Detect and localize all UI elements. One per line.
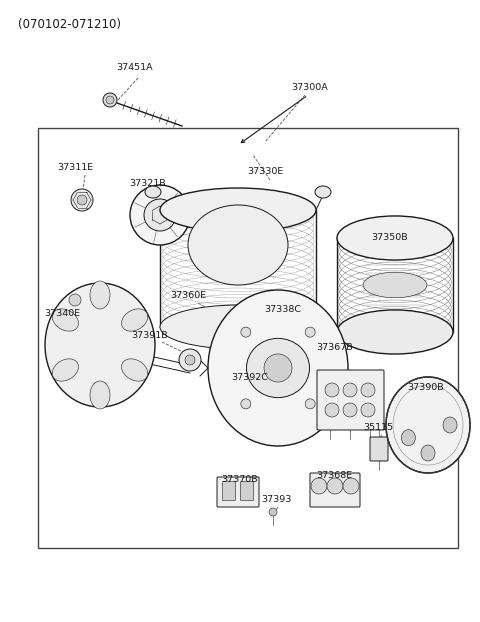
Text: 37368E: 37368E: [316, 471, 352, 481]
Circle shape: [71, 189, 93, 211]
Ellipse shape: [121, 309, 148, 331]
Text: 37392C: 37392C: [231, 373, 268, 383]
Text: 37340E: 37340E: [44, 309, 80, 317]
FancyBboxPatch shape: [240, 481, 253, 501]
Circle shape: [241, 399, 251, 409]
Ellipse shape: [160, 188, 316, 232]
Circle shape: [106, 96, 114, 104]
Circle shape: [325, 383, 339, 397]
Circle shape: [361, 383, 375, 397]
FancyBboxPatch shape: [317, 370, 384, 430]
Circle shape: [179, 349, 201, 371]
FancyBboxPatch shape: [310, 473, 360, 507]
Text: 37360E: 37360E: [170, 292, 206, 300]
Circle shape: [238, 375, 258, 395]
Circle shape: [269, 508, 277, 516]
FancyBboxPatch shape: [217, 477, 259, 507]
Ellipse shape: [52, 309, 78, 331]
Text: 37321B: 37321B: [130, 179, 166, 187]
Text: 37393: 37393: [261, 496, 291, 504]
Ellipse shape: [264, 354, 292, 382]
Ellipse shape: [90, 281, 110, 309]
Ellipse shape: [443, 417, 457, 433]
Text: 37350B: 37350B: [372, 233, 408, 243]
Text: 37367B: 37367B: [317, 343, 353, 353]
Ellipse shape: [363, 272, 427, 298]
Circle shape: [77, 195, 87, 205]
Circle shape: [130, 185, 190, 245]
Text: 37311E: 37311E: [57, 164, 93, 172]
Ellipse shape: [52, 359, 78, 381]
Circle shape: [343, 478, 359, 494]
Ellipse shape: [121, 359, 148, 381]
Ellipse shape: [421, 445, 435, 461]
FancyBboxPatch shape: [223, 481, 236, 501]
FancyBboxPatch shape: [370, 437, 388, 461]
Circle shape: [244, 381, 252, 389]
Circle shape: [343, 383, 357, 397]
Text: 37330E: 37330E: [247, 167, 283, 177]
Ellipse shape: [247, 338, 310, 397]
Circle shape: [327, 478, 343, 494]
Circle shape: [69, 294, 81, 306]
Ellipse shape: [45, 283, 155, 407]
Circle shape: [325, 403, 339, 417]
Text: 37300A: 37300A: [292, 83, 328, 93]
Circle shape: [305, 327, 315, 337]
Ellipse shape: [188, 205, 288, 285]
Circle shape: [305, 399, 315, 409]
Text: 37390B: 37390B: [408, 384, 444, 392]
Circle shape: [185, 355, 195, 365]
Text: 37338C: 37338C: [264, 305, 301, 315]
Ellipse shape: [90, 381, 110, 409]
Ellipse shape: [160, 305, 316, 349]
Ellipse shape: [401, 430, 415, 446]
Text: 35115: 35115: [363, 424, 393, 432]
Circle shape: [103, 93, 117, 107]
Circle shape: [343, 403, 357, 417]
Ellipse shape: [337, 216, 453, 260]
Text: (070102-071210): (070102-071210): [18, 18, 121, 31]
Text: 37370B: 37370B: [222, 475, 258, 485]
Circle shape: [296, 308, 304, 316]
Ellipse shape: [208, 290, 348, 446]
Circle shape: [241, 327, 251, 337]
Text: 37451A: 37451A: [117, 63, 153, 73]
Circle shape: [361, 403, 375, 417]
Ellipse shape: [386, 377, 470, 473]
Ellipse shape: [337, 310, 453, 354]
Circle shape: [311, 478, 327, 494]
Ellipse shape: [315, 186, 331, 198]
Bar: [38, 128, 458, 548]
Ellipse shape: [145, 186, 161, 198]
Text: 37391B: 37391B: [132, 330, 168, 340]
Circle shape: [144, 199, 176, 231]
